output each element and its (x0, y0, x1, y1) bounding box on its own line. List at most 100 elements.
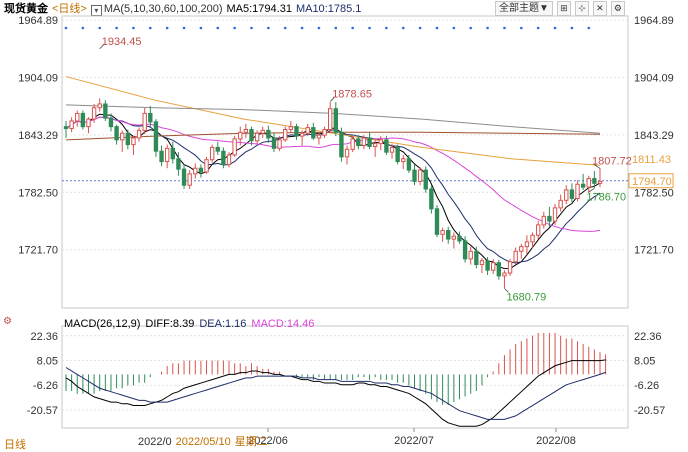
candle-body (507, 261, 513, 274)
candle-body (131, 137, 136, 146)
candle-body (91, 107, 97, 120)
candle-body (159, 150, 164, 163)
candle-body (69, 120, 74, 130)
current-price-box (628, 173, 674, 189)
candle-body (580, 183, 586, 188)
event-marker (503, 26, 506, 30)
candle-body (451, 235, 457, 240)
candle-body (524, 241, 530, 248)
y-tick-right: 1904.09 (634, 72, 674, 84)
event-marker (536, 26, 540, 30)
candle-body (440, 230, 445, 235)
cursor-weekday: 星期二 (234, 436, 268, 448)
candle-body (564, 189, 569, 201)
candle-body (198, 167, 204, 173)
event-marker (132, 26, 135, 30)
candle-body (294, 126, 299, 137)
candle-body (547, 215, 552, 222)
candle-body (164, 147, 170, 163)
candle-body (187, 173, 192, 186)
gear-icon[interactable]: ⚙ (3, 316, 12, 327)
candle-body (238, 131, 243, 140)
candle-body (260, 129, 265, 134)
candle-body (226, 154, 232, 165)
cursor-date-prefix: 2022/0 (138, 436, 172, 448)
event-marker (267, 26, 270, 30)
candle-body (457, 235, 462, 242)
candle-body (395, 146, 400, 163)
candle-body (378, 139, 383, 145)
candle-body (328, 108, 333, 130)
ma5-line (65, 113, 601, 270)
event-marker (486, 26, 489, 30)
dea-value: DEA:1.16 (199, 318, 247, 330)
candle-body (316, 134, 322, 139)
candle-body (299, 132, 305, 137)
chart-header: 现货黄金 <日线> ▾ MA(5,10,30,60,100,200) MA5:1794.… (4, 2, 365, 16)
settings-icon[interactable]: ⚙ (610, 1, 625, 16)
event-marker (250, 26, 253, 30)
candle-body (153, 121, 159, 152)
candle-body (339, 131, 344, 158)
candle-body (361, 137, 367, 147)
dea-line (65, 367, 606, 420)
annotation-leader (329, 97, 335, 102)
candle-body (221, 150, 226, 165)
event-marker (64, 26, 68, 30)
candle-body (142, 112, 147, 131)
event-marker (351, 26, 354, 30)
event-marker (452, 26, 456, 30)
candle-body (125, 132, 131, 146)
price-pane-border (61, 15, 629, 309)
x-tick-label: 2022/06 (248, 435, 288, 447)
event-marker (115, 26, 118, 30)
annotation-low: 1680.79 (506, 291, 546, 303)
candle-body (389, 146, 395, 153)
candle-body (356, 138, 361, 147)
y-tick-left: 1964.89 (18, 15, 58, 27)
candle-body (120, 132, 125, 141)
event-marker (283, 26, 287, 30)
cursor-date-tip: 2022/0 2022/05/10 星期二 (138, 433, 272, 449)
y-tick-right: 1843.29 (634, 130, 674, 142)
macd-y-tick-right: -6.26 (634, 380, 659, 392)
candle-body (474, 250, 479, 266)
macd-y-tick-right: -20.57 (634, 405, 665, 417)
candle-body (350, 138, 355, 150)
event-marker (435, 26, 439, 30)
candle-body (372, 143, 378, 147)
ma10-line (65, 116, 601, 264)
timeframe-tab[interactable]: 日线 (4, 439, 26, 451)
candle-body (114, 126, 119, 141)
macd-y-tick-left: -20.57 (27, 405, 58, 417)
cursor-date: 2022/05/10 (175, 436, 231, 448)
event-marker (334, 26, 338, 30)
candle-body (97, 103, 102, 109)
y-tick-left: 1721.70 (18, 245, 58, 257)
candle-body (176, 158, 181, 170)
candle-body (401, 158, 406, 163)
candle-body (535, 224, 541, 236)
event-marker (317, 26, 321, 30)
event-marker (469, 26, 473, 30)
macd-header: MACD(26,12,9) DIFF:8.39 DEA:1.16 MACD:14.46 (64, 318, 319, 330)
candle-body (592, 178, 597, 184)
candle-body (136, 129, 142, 139)
macd-y-tick-left: 22.36 (30, 331, 58, 343)
candle-body (148, 112, 153, 123)
ma30-line (65, 116, 601, 232)
annotation-leader (593, 164, 601, 169)
y-tick-right: 1964.89 (634, 15, 674, 27)
ma60-price-label: 1811.43 (632, 154, 671, 166)
event-marker (587, 26, 591, 30)
candle-body (344, 148, 350, 158)
candle-body (266, 129, 271, 139)
period-label[interactable]: <日线> (52, 3, 87, 15)
candle-body (406, 158, 412, 171)
event-marker (182, 26, 186, 30)
event-marker (233, 26, 236, 30)
candle-body (232, 138, 237, 156)
ma10-value: MA10:1785.1 (295, 3, 362, 15)
y-tick-left: 1782.50 (18, 187, 58, 199)
